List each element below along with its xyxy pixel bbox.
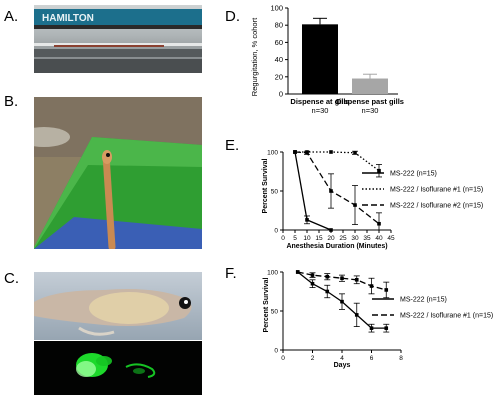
e-ytick-label: 100 — [267, 150, 278, 157]
e-xtick-label: 0 — [281, 235, 285, 242]
f-xtick-label: 6 — [370, 355, 374, 362]
d-category-past-n: n=30 — [362, 106, 379, 115]
survival-duration-chart: Percent Survival 0 5 10 15 20 25 30 35 40 45 0 50 10… — [262, 150, 483, 251]
e-ytick-label: 50 — [271, 189, 279, 196]
f-point — [369, 326, 374, 330]
e-series-line — [294, 151, 332, 231]
f-point — [310, 273, 315, 277]
panel-label-a: A. — [4, 8, 19, 25]
f-point — [340, 276, 344, 281]
e-xtick-label: 35 — [363, 235, 371, 242]
f-xtick-label: 2 — [311, 355, 315, 362]
d-ytick-label: 80 — [275, 21, 283, 30]
f-point — [325, 274, 330, 279]
e-legend-label: MS-222 (n=15) — [390, 171, 437, 178]
e-xtick-label: 20 — [327, 235, 335, 242]
f-xtick-label: 0 — [281, 355, 285, 362]
e-legend-label: MS-222 / Isoflurane #1 (n=15) — [390, 187, 483, 194]
e-point — [329, 228, 333, 232]
e-point — [353, 150, 357, 155]
e-point — [329, 189, 333, 193]
syringe-photo: HAMILTON — [34, 5, 202, 73]
f-xtick-label: 4 — [340, 355, 344, 362]
e-point — [305, 150, 309, 155]
panel-label-f: F. — [225, 265, 237, 282]
f-ytick-label: 100 — [267, 270, 278, 277]
e-legend-label: MS-222 / Isoflurane #2 (n=15) — [390, 203, 483, 210]
fish-brightfield-photo — [34, 272, 202, 340]
d-ytick-label: 60 — [275, 38, 283, 47]
d-category-gills: Dispense at gills — [290, 97, 349, 106]
f-point — [310, 281, 315, 286]
d-ytick-label: 0 — [279, 90, 283, 99]
d-bar — [302, 24, 338, 95]
d-ytick-label: 100 — [270, 4, 283, 13]
d-category-past: Dispense past gills — [336, 97, 404, 106]
e-xtick-label: 10 — [303, 235, 311, 242]
f-point — [295, 270, 300, 274]
e-ytick-label: 0 — [274, 228, 278, 235]
d-category-gills-n: n=30 — [312, 106, 329, 115]
e-point — [293, 150, 297, 154]
e-xtick-label: 45 — [387, 235, 395, 242]
panel-label-b: B. — [4, 93, 19, 110]
e-ylabel: Percent Survival — [262, 159, 269, 214]
fish-fluorescence-photo — [34, 341, 202, 395]
panel-label-c: C. — [4, 270, 19, 287]
e-xtick-label: 5 — [293, 235, 297, 242]
f-point — [384, 288, 389, 292]
panel-label-d: D. — [225, 8, 240, 25]
panel-label-e: E. — [225, 137, 240, 154]
d-bar — [352, 78, 388, 94]
brand-label: HAMILTON — [42, 13, 94, 24]
d-ytick-label: 40 — [275, 55, 283, 64]
f-legend-label: MS-222 (n=15) — [400, 297, 447, 304]
f-point — [354, 278, 359, 282]
f-point — [340, 299, 344, 304]
e-point — [329, 150, 333, 154]
e-point — [353, 203, 357, 207]
e-xtick-label: 15 — [315, 235, 323, 242]
f-xlabel: Days — [334, 362, 351, 369]
f-ytick-label: 0 — [274, 348, 278, 355]
e-point — [305, 218, 309, 222]
survival-days-chart: Percent Survival 0 2 4 6 8 0 50 100 Days MS-222… — [263, 270, 493, 370]
d-ytick-label: 20 — [275, 72, 283, 81]
f-ytick-label: 50 — [271, 309, 279, 316]
e-series-line — [294, 151, 380, 225]
e-xlabel: Anesthesia Duration (Minutes) — [286, 243, 387, 250]
e-xtick-label: 25 — [339, 235, 347, 242]
e-xtick-label: 30 — [351, 235, 359, 242]
regurgitation-bar-chart: Regurgitation, % cohort 0 20 40 60 80 100 Dis… — [250, 4, 404, 116]
fish-on-sponge-photo — [34, 97, 202, 249]
f-point — [369, 284, 374, 288]
e-point — [377, 221, 381, 226]
d-ylabel: Regurgitation, % cohort — [250, 17, 259, 96]
f-legend-label: MS-222 / Isoflurane #1 (n=15) — [400, 313, 493, 320]
e-point — [377, 168, 381, 173]
f-point — [325, 289, 330, 294]
f-point — [384, 326, 389, 330]
f-ylabel: Percent Survival — [263, 278, 270, 333]
e-xtick-label: 40 — [375, 235, 383, 242]
f-point — [354, 313, 359, 317]
f-xtick-label: 8 — [399, 355, 403, 362]
